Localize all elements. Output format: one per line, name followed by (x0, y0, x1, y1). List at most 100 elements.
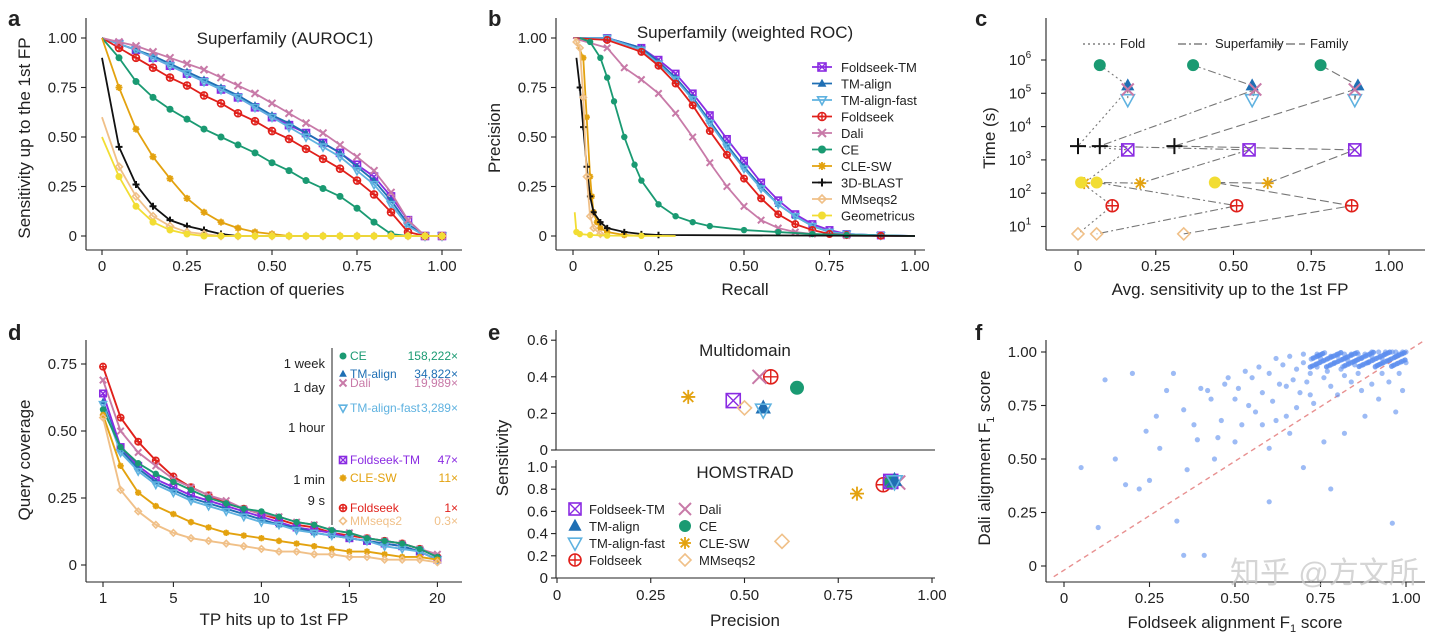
panel-d-ytick-label: 0.75 (48, 356, 77, 373)
panel-d-speed-factor: 47× (438, 453, 458, 467)
panel-a-point-dali (131, 41, 141, 51)
panel-a-point-geometricus-dot (251, 232, 259, 240)
panel-a-point-tm_align_fast (198, 77, 210, 88)
panel-b-xtick-label: 0.75 (815, 258, 844, 275)
panel-a-point-dali-x (216, 73, 226, 82)
panel-f-point (1256, 364, 1262, 370)
panel-a-point-cle_sw (234, 224, 242, 232)
panel-e-bottom-ytick-label: 0 (540, 570, 548, 587)
panel-b-point-tm_align_fast (722, 143, 732, 153)
panel-a-point-dali (233, 81, 243, 90)
panel-c-point-dali (1248, 82, 1262, 97)
panel-b-point-geometricus-dot (638, 232, 645, 240)
panel-a-point-blast3d (149, 202, 157, 210)
panel-a-point-geometricus (217, 232, 225, 240)
panel-f-point (1304, 379, 1310, 385)
panel-f-point (1273, 417, 1279, 424)
panel-d-point-cle_sw-star (381, 551, 388, 558)
panel-e-legend-marker (568, 553, 582, 567)
panel-c-point-ce (1314, 59, 1327, 72)
panel-b-point-tm_align_fast-tri (704, 119, 715, 129)
panel-a-ytick-label: 0.75 (48, 80, 77, 97)
panel-b-point-blast3d (621, 228, 628, 236)
panel-a-xtick-label: 0.25 (172, 258, 201, 275)
panel-c-point-blast3d-plus (1166, 138, 1183, 155)
panel-b-point-dali (637, 75, 646, 84)
panel-b-point-tm_align_fast-tri (722, 143, 732, 153)
panel-a-point-cle_sw (183, 194, 191, 202)
panel-d-speed-factor: 3,289× (421, 401, 458, 415)
panel-a-point-geometricus (166, 226, 174, 234)
panel-d-point-tm_align_fast-tri (256, 518, 267, 528)
panel-a-point-geometricus (234, 232, 242, 240)
panel-c-point-cle_sw (1261, 177, 1274, 190)
panel-c-ytick-label: 103 (1009, 150, 1032, 169)
panel-e-bottom-ytick-label: 0.8 (527, 481, 548, 498)
panel-f-point (1211, 456, 1218, 462)
panel-a-ytick-label: 0.50 (48, 129, 77, 146)
panel-a-point-cle_sw-star (132, 125, 140, 133)
panel-f-point (1307, 392, 1313, 398)
panel-e-bottom-point-mmseqs2 (773, 533, 791, 550)
panel-e-top-point-tm_align_fast (754, 403, 773, 420)
panel-b-point-mmseqs2-diamond (585, 211, 595, 221)
panel-c-point-tm_align (1351, 78, 1365, 91)
panel-a-point-foldseek-plus (115, 44, 123, 52)
panel-a-point-tm_align_fast (283, 123, 295, 133)
panel-d-point-mmseqs2-diamond (415, 555, 425, 564)
panel-c-point-cle_sw-star (1261, 177, 1274, 190)
panel-a-point-geometricus-dot (132, 202, 140, 210)
panel-d-point-tm_align_fast-tri (98, 400, 108, 410)
panel-c-point-foldseek_tm-box (1242, 143, 1256, 157)
panel-d-point-foldseek_tm-x (99, 389, 107, 398)
panel-a-point-cle_sw-star (183, 194, 191, 202)
panel-a-point-dali-x (114, 37, 124, 47)
panel-d-point-ce-dot (275, 513, 283, 520)
panel-a-point-geometricus-dot (319, 232, 327, 240)
panel-a-point-foldseek (284, 134, 294, 144)
panel-a-point-dali-x (386, 188, 396, 197)
panel-d-point-ce (135, 459, 142, 467)
panel-c-ytick-base: 10 (1009, 219, 1026, 236)
panel-f-point (1341, 356, 1347, 362)
panel-a-point-geometricus-dot (234, 232, 242, 240)
panel-b-point-blast3d-plus (621, 228, 628, 236)
panel-b-legend-marker-plus (818, 112, 826, 121)
panel-a-point-tm_align_fast-tri (334, 153, 346, 163)
panel-b-point-ce-dot (597, 54, 604, 61)
panel-a-point-blast3d (115, 143, 123, 151)
panel-b-point-dali-x (654, 89, 663, 98)
panel-a-point-dali-x (301, 118, 311, 128)
panel-e-top-point-cle_sw-star (681, 389, 696, 404)
panel-d-speed-name: CE (350, 349, 367, 363)
panel-f-point (1194, 437, 1200, 443)
panel-e-legend-marker-diamond (677, 552, 693, 568)
panel-a-point-geometricus (200, 232, 208, 240)
panel-d-speed-name: Dali (350, 376, 371, 390)
panel-a-point-dali-x (250, 89, 260, 98)
panel-d-point-mmseqs2-diamond (292, 547, 301, 556)
panel-c-point-blast3d-plus (1070, 138, 1086, 155)
panel-a-point-tm_align_fast-tri (368, 180, 380, 191)
panel-c-point-ce (1187, 59, 1200, 72)
panel-a-point-geometricus-dot (115, 173, 123, 181)
panel-b-ytick-label: 0.75 (518, 80, 547, 97)
panel-b-point-foldseek-plus (706, 127, 713, 135)
panel-d-point-ce-dot (135, 459, 142, 467)
panel-c-point-geometricus-dot (1075, 176, 1088, 189)
panel-e-xtick-label: 0.25 (636, 587, 665, 604)
panel-e-legend-marker (678, 502, 692, 516)
panel-a-point-geometricus (387, 232, 395, 240)
panel-d-point-ce (328, 526, 335, 534)
panel-d-point-mmseqs2 (186, 533, 196, 543)
panel-d-point-mmseqs2 (309, 549, 319, 559)
panel-b-point-foldseek (671, 79, 680, 88)
panel-f-xlabel-sub: 1 (1290, 623, 1296, 635)
panel-f-point (1266, 445, 1272, 451)
panel-f-point (1297, 390, 1303, 396)
panel-d-point-ce (117, 443, 124, 451)
panel-b-point-cle_sw-star (593, 218, 601, 226)
panel-d-point-cle_sw-star (187, 518, 195, 526)
panel-c-point-foldseek-plus (1230, 199, 1243, 212)
panel-b-point-dali-x (740, 202, 748, 211)
